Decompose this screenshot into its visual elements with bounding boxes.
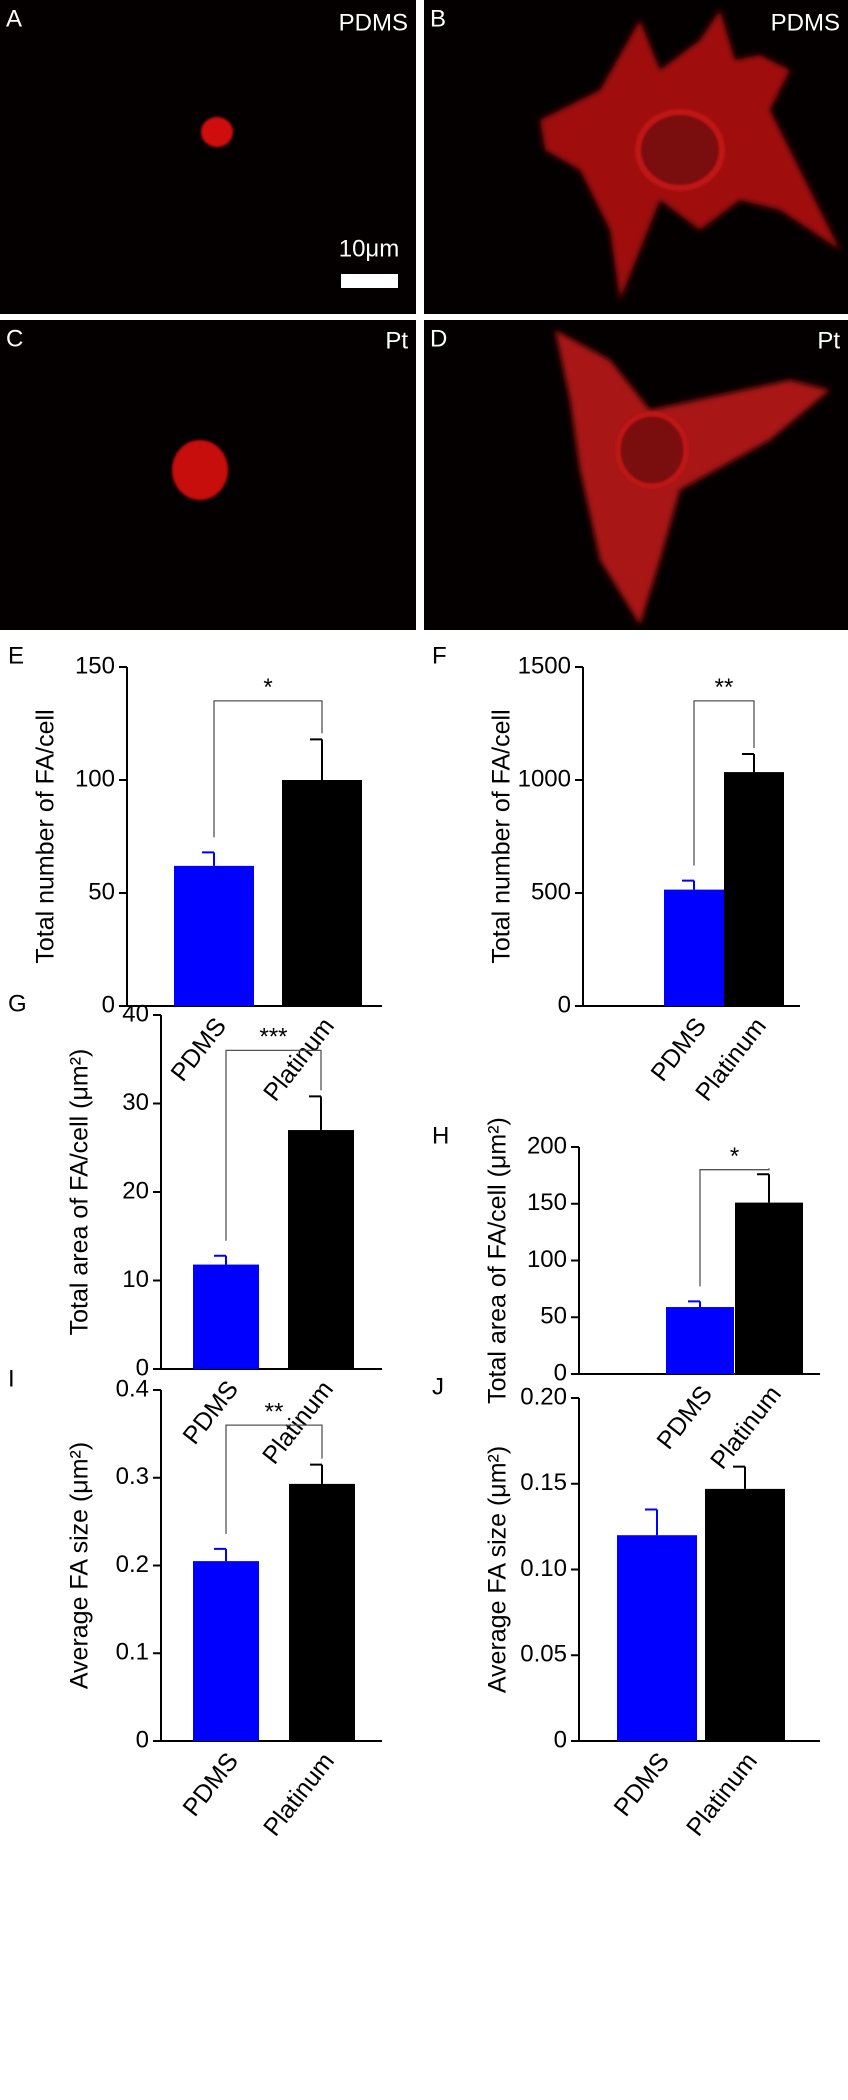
y-tick-label: 0.20: [520, 1383, 567, 1410]
y-tick-label: 1000: [518, 765, 571, 792]
significance-bracket: [225, 1424, 323, 1534]
bar: [664, 889, 724, 1006]
y-axis-label: Average FA size (μm²): [484, 1446, 512, 1693]
x-tick-label: Platinum: [705, 1381, 787, 1475]
significance-bracket: [213, 700, 323, 838]
panel-label: PDMS: [771, 9, 840, 36]
panel-a: 10μm A PDMS: [0, 0, 416, 314]
significance-bracket: [693, 700, 755, 866]
error-bar: [202, 851, 215, 866]
panel-letter: H: [432, 1122, 449, 1149]
y-tick-label: 40: [122, 1000, 149, 1027]
significance-label: *: [263, 674, 272, 701]
y-axis-label: Total area of FA/cell (μm²): [66, 1049, 94, 1336]
panel-letter: A: [6, 5, 22, 32]
y-axis-label: Total number of FA/cell: [488, 709, 516, 963]
panel-label: Pt: [385, 327, 408, 354]
y-tick-label: 50: [540, 1303, 567, 1330]
y-tick-label: 100: [75, 765, 115, 792]
error-bar: [742, 753, 755, 773]
error-bar: [645, 1508, 658, 1536]
panel-label: Pt: [817, 327, 840, 354]
y-tick-label: 0.1: [116, 1639, 149, 1666]
panel-letter: B: [430, 5, 446, 32]
panel-letter: D: [430, 325, 447, 352]
scale-bar-label: 10μm: [339, 235, 400, 262]
significance-bracket: [225, 1049, 322, 1241]
error-bar: [757, 1173, 770, 1203]
error-bar: [214, 1254, 227, 1265]
panel-c: C Pt: [0, 320, 416, 630]
significance-label: *: [730, 1143, 739, 1170]
panel-label: PDMS: [339, 9, 408, 36]
x-tick-label: PDMS: [651, 1381, 718, 1455]
y-tick-label: 500: [531, 878, 571, 905]
panel-letter: F: [432, 642, 447, 669]
x-tick-label: Platinum: [258, 1748, 340, 1842]
y-tick-label: 0.15: [520, 1469, 567, 1496]
error-bar: [310, 738, 323, 780]
bar: [617, 1535, 697, 1741]
significance-label: **: [715, 674, 734, 701]
y-tick-label: 0.05: [520, 1641, 567, 1668]
y-tick-label: 0.3: [116, 1463, 149, 1490]
y-tick-label: 0: [136, 1726, 149, 1753]
y-tick-label: 0: [554, 1359, 567, 1386]
y-tick-label: 50: [88, 878, 115, 905]
y-tick-label: 20: [122, 1177, 149, 1204]
bar: [735, 1202, 803, 1374]
bar: [174, 865, 254, 1006]
error-bar: [309, 1095, 322, 1131]
error-bar: [682, 879, 695, 890]
x-tick-label: PDMS: [165, 1013, 232, 1087]
error-bar: [214, 1547, 227, 1562]
bar: [288, 1130, 354, 1369]
y-tick-label: 0.10: [520, 1555, 567, 1582]
panel-letter: G: [8, 990, 27, 1017]
significance-label: ***: [259, 1024, 287, 1051]
error-bar: [688, 1300, 701, 1308]
panel-b: B PDMS: [424, 0, 848, 314]
bar: [724, 772, 784, 1006]
bar: [666, 1307, 734, 1374]
bar: [289, 1483, 355, 1741]
bar: [193, 1264, 259, 1369]
y-tick-label: 1500: [518, 652, 571, 679]
y-tick-label: 150: [527, 1189, 567, 1216]
bar: [282, 780, 362, 1006]
panel-letter: C: [6, 325, 23, 352]
error-bar: [733, 1465, 746, 1489]
y-axis-label: Average FA size (μm²): [66, 1442, 94, 1689]
y-tick-label: 100: [527, 1246, 567, 1273]
x-tick-label: PDMS: [177, 1748, 244, 1822]
y-tick-label: 150: [75, 652, 115, 679]
y-axis-label: Total number of FA/cell: [32, 709, 60, 963]
error-bar: [310, 1463, 323, 1484]
y-tick-label: 0.2: [116, 1551, 149, 1578]
significance-label: **: [265, 1398, 284, 1425]
bar: [193, 1561, 259, 1741]
x-tick-label: PDMS: [608, 1748, 675, 1822]
scale-bar: [341, 274, 398, 288]
panel-letter: I: [8, 1365, 15, 1392]
y-tick-label: 0: [136, 1354, 149, 1381]
y-tick-label: 0.4: [116, 1375, 149, 1402]
panel-letter: J: [432, 1373, 444, 1400]
x-tick-label: PDMS: [177, 1376, 244, 1450]
y-axis-label: Total area of FA/cell (μm²): [484, 1117, 512, 1404]
y-tick-label: 200: [527, 1132, 567, 1159]
y-tick-label: 0: [558, 991, 571, 1018]
significance-bracket: [699, 1168, 770, 1287]
panel-d: D Pt: [424, 320, 848, 630]
bar: [705, 1488, 785, 1741]
y-tick-label: 10: [122, 1266, 149, 1293]
y-tick-label: 30: [122, 1089, 149, 1116]
y-tick-label: 0: [102, 991, 115, 1018]
x-tick-label: Platinum: [681, 1748, 763, 1842]
panel-letter: E: [8, 642, 24, 669]
y-tick-label: 0: [554, 1726, 567, 1753]
